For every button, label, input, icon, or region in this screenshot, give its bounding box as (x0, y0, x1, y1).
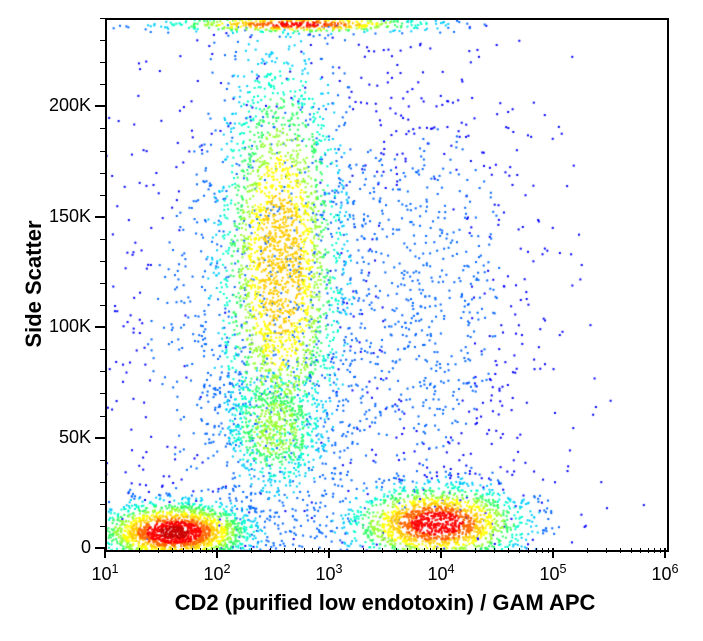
x-tick-minor (206, 548, 207, 553)
x-tick-label: 104 (416, 562, 466, 585)
x-tick-minor (648, 548, 649, 553)
x-tick-minor (640, 548, 641, 553)
y-tick-minor (100, 195, 105, 196)
x-tick-minor (548, 548, 549, 553)
x-tick-minor (508, 548, 509, 553)
x-tick-minor (251, 548, 252, 553)
x-tick-minor (212, 548, 213, 553)
y-tick-major (95, 216, 105, 218)
x-tick-minor (312, 548, 313, 553)
x-tick-major (328, 548, 330, 558)
x-tick-minor (587, 548, 588, 553)
x-tick-minor (363, 548, 364, 553)
x-tick-minor (183, 548, 184, 553)
x-tick-minor (158, 548, 159, 553)
y-tick-minor (100, 239, 105, 240)
x-tick-major (552, 548, 554, 558)
x-axis-title: CD2 (purified low endotoxin) / GAM APC (105, 590, 665, 616)
x-tick-label: 103 (304, 562, 354, 585)
x-tick-minor (542, 548, 543, 553)
y-tick-minor (100, 526, 105, 527)
x-tick-major (216, 548, 218, 558)
x-tick-minor (172, 548, 173, 553)
y-tick-minor (100, 504, 105, 505)
x-tick-minor (270, 548, 271, 553)
y-tick-minor (100, 261, 105, 262)
y-tick-minor (100, 283, 105, 284)
x-tick-minor (660, 548, 661, 553)
x-tick-minor (536, 548, 537, 553)
y-tick-minor (100, 151, 105, 152)
x-tick-major (664, 548, 666, 558)
x-tick-label: 106 (640, 562, 690, 585)
y-tick-major (95, 437, 105, 439)
y-tick-minor (100, 305, 105, 306)
x-tick-minor (416, 548, 417, 553)
x-tick-minor (324, 548, 325, 553)
y-tick-minor (100, 40, 105, 41)
x-tick-minor (304, 548, 305, 553)
flow-cytometry-chart: Side Scatter CD2 (purified low endotoxin… (0, 0, 703, 641)
x-tick-minor (620, 548, 621, 553)
y-tick-label: 150K (49, 206, 91, 227)
y-axis-title: Side Scatter (21, 204, 47, 364)
x-tick-minor (200, 548, 201, 553)
y-tick-minor (100, 84, 105, 85)
x-tick-minor (382, 548, 383, 553)
x-tick-minor (631, 548, 632, 553)
y-tick-minor (100, 349, 105, 350)
y-tick-minor (100, 393, 105, 394)
x-tick-minor (424, 548, 425, 553)
x-tick-minor (606, 548, 607, 553)
y-tick-major (95, 326, 105, 328)
y-tick-label: 100K (49, 316, 91, 337)
scatter-density-canvas (107, 20, 667, 550)
y-tick-minor (100, 460, 105, 461)
x-tick-minor (519, 548, 520, 553)
x-tick-minor (494, 548, 495, 553)
y-tick-minor (100, 371, 105, 372)
x-tick-minor (396, 548, 397, 553)
x-tick-minor (436, 548, 437, 553)
y-tick-minor (100, 416, 105, 417)
y-tick-label: 200K (49, 95, 91, 116)
y-tick-minor (100, 482, 105, 483)
y-tick-minor (100, 62, 105, 63)
plot-area (105, 18, 669, 552)
x-tick-minor (318, 548, 319, 553)
x-tick-label: 105 (528, 562, 578, 585)
y-tick-minor (100, 128, 105, 129)
x-tick-major (440, 548, 442, 558)
x-tick-major (104, 548, 106, 558)
x-tick-label: 101 (80, 562, 130, 585)
x-tick-minor (192, 548, 193, 553)
x-tick-minor (475, 548, 476, 553)
y-tick-label: 0 (81, 537, 91, 558)
x-tick-minor (295, 548, 296, 553)
x-tick-minor (430, 548, 431, 553)
x-tick-label: 102 (192, 562, 242, 585)
x-tick-minor (407, 548, 408, 553)
y-tick-major (95, 105, 105, 107)
y-tick-label: 50K (59, 427, 91, 448)
x-tick-minor (284, 548, 285, 553)
x-tick-minor (139, 548, 140, 553)
y-tick-minor (100, 18, 105, 19)
y-tick-minor (100, 173, 105, 174)
x-tick-minor (654, 548, 655, 553)
x-tick-minor (528, 548, 529, 553)
